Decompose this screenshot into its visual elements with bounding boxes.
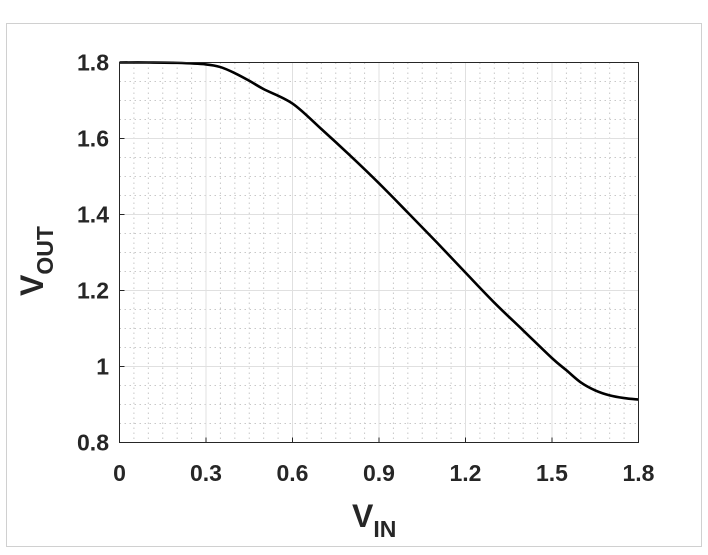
- y-tick-label: 1.2: [77, 278, 109, 304]
- series-line: [119, 61, 639, 401]
- x-tick-label: 0.9: [363, 460, 395, 486]
- x-tick-label: 1.2: [450, 460, 482, 486]
- axes-box: [119, 62, 639, 443]
- y-axis-label: VOUT: [14, 226, 58, 296]
- x-tick-label: 0.3: [190, 460, 222, 486]
- y-tick-label: 0.8: [77, 430, 109, 456]
- y-tick-label: 1.4: [77, 202, 109, 228]
- x-tick-label: 0: [113, 460, 126, 486]
- y-tick-label: 1.6: [77, 126, 109, 152]
- x-tick-label: 1.8: [623, 460, 655, 486]
- x-tick-label: 0.6: [277, 460, 309, 486]
- y-tick-label: 1.8: [77, 50, 109, 76]
- x-axis-label: VIN: [352, 498, 396, 542]
- x-tick-label: 1.5: [536, 460, 568, 486]
- figure-border: [6, 23, 702, 547]
- y-tick-label: 1: [96, 354, 109, 380]
